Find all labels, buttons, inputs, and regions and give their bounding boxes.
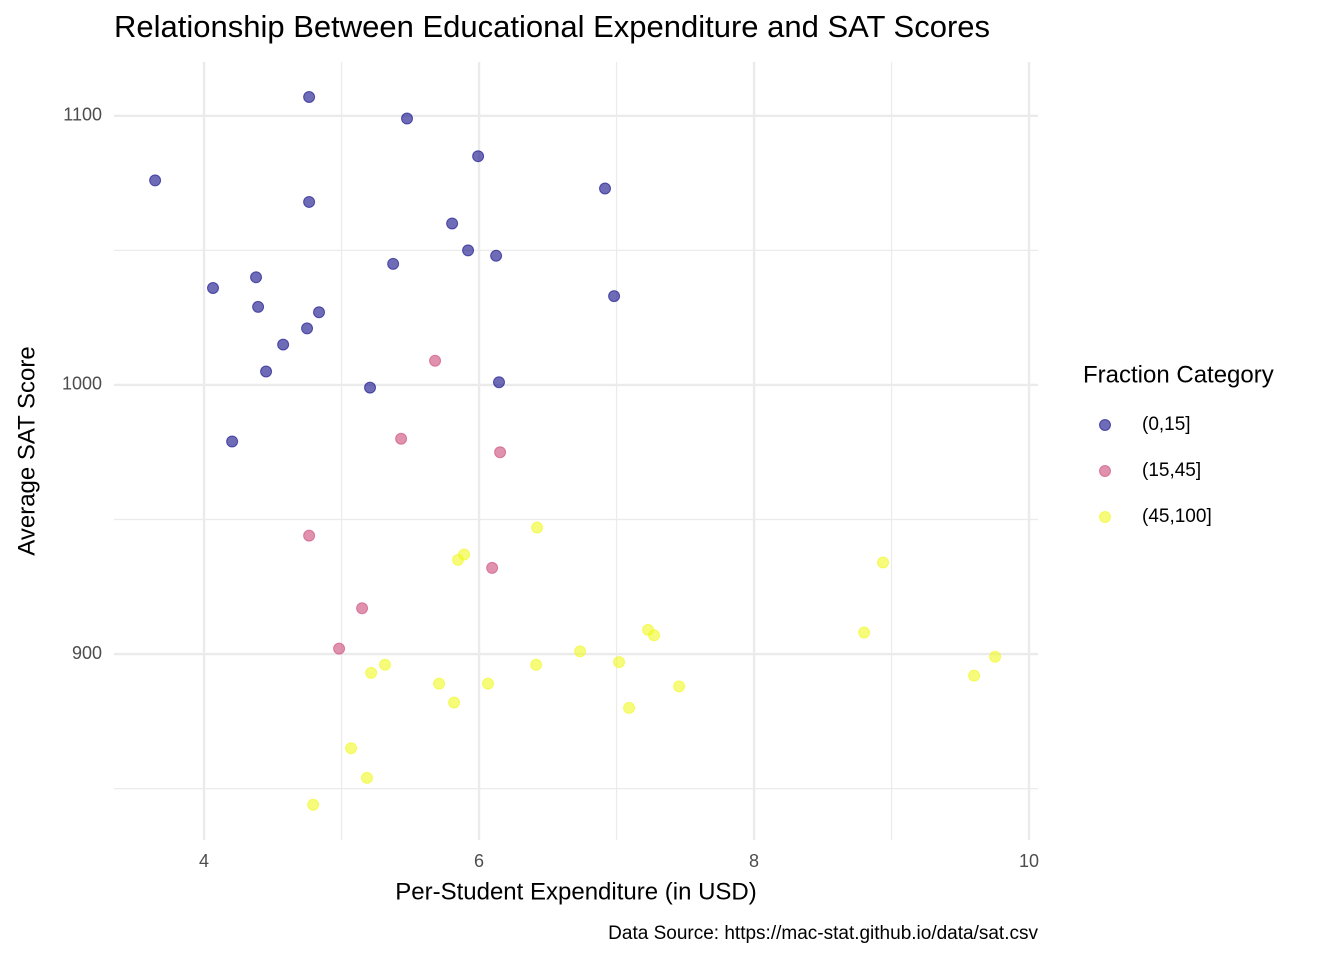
x-tick-label: 6: [474, 851, 484, 871]
y-tick-label: 1000: [62, 374, 102, 394]
point: [446, 217, 459, 230]
point: [250, 271, 263, 284]
x-tick-label: 4: [199, 851, 209, 871]
point: [486, 561, 499, 574]
point: [313, 306, 326, 319]
legend-title: Fraction Category: [1083, 361, 1274, 388]
point: [494, 446, 507, 459]
plot-area: [114, 62, 1038, 840]
point: [301, 322, 314, 335]
y-tick-label: 900: [72, 643, 102, 663]
point: [356, 602, 369, 615]
point: [648, 629, 661, 642]
legend-swatch: [1099, 419, 1111, 431]
point: [395, 432, 408, 445]
legend-swatch: [1099, 511, 1111, 523]
point: [613, 656, 626, 669]
point: [482, 677, 494, 690]
point: [599, 182, 612, 195]
point: [364, 381, 377, 394]
point: [401, 112, 414, 125]
point: [387, 257, 400, 270]
legend-label: (0,15]: [1142, 414, 1191, 435]
x-tick-label: 8: [749, 851, 759, 871]
point: [493, 376, 505, 389]
chart-title: Relationship Between Educational Expendi…: [114, 9, 990, 44]
x-axis-label: Per-Student Expenditure (in USD): [395, 878, 757, 905]
legend-swatch: [1099, 465, 1111, 477]
point: [260, 365, 273, 378]
caption: Data Source: https://mac-stat.github.io/…: [608, 923, 1038, 944]
point: [989, 650, 1002, 663]
point: [448, 696, 461, 709]
point: [149, 174, 162, 187]
point: [303, 529, 316, 542]
point: [433, 677, 446, 690]
point: [303, 90, 316, 103]
point: [361, 771, 373, 784]
point: [252, 300, 265, 313]
point: [490, 249, 503, 262]
point: [379, 658, 392, 671]
point: [365, 666, 378, 679]
point: [877, 556, 890, 569]
x-tick-label: 10: [1019, 851, 1039, 871]
y-axis-label: Average SAT Score: [13, 346, 40, 555]
point: [623, 701, 636, 714]
point: [429, 354, 442, 367]
point: [277, 338, 290, 351]
point: [608, 290, 621, 303]
point: [574, 645, 587, 658]
point: [530, 658, 543, 671]
legend-label: (45,100]: [1142, 506, 1212, 527]
point: [531, 521, 544, 534]
point: [345, 742, 358, 755]
legend-label: (15,45]: [1142, 460, 1201, 481]
point: [207, 282, 219, 295]
point: [333, 642, 346, 655]
point: [673, 680, 686, 693]
point: [303, 195, 316, 208]
point: [858, 626, 871, 639]
point: [462, 244, 475, 257]
point: [968, 669, 981, 682]
point: [307, 798, 320, 811]
point: [452, 553, 465, 566]
point: [472, 150, 485, 163]
y-tick-label: 1100: [63, 105, 102, 125]
point: [226, 435, 239, 448]
